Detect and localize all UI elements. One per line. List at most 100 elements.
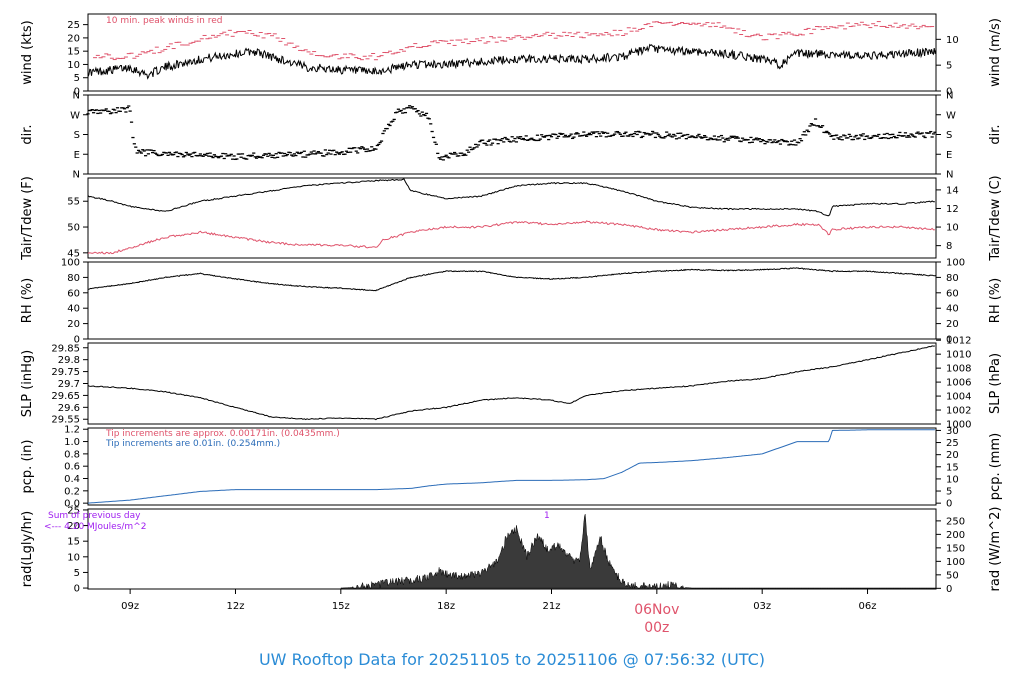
ytick-label: 25 xyxy=(67,20,80,31)
ytick-label: 0.4 xyxy=(64,474,80,485)
right-ytick-label: 40 xyxy=(946,304,959,315)
ytick-label: 10 xyxy=(67,60,80,71)
ylabel-right-wind: wind (m/s) xyxy=(988,18,1003,87)
right-ytick-label: 5 xyxy=(946,61,952,72)
right-ytick-label: 50 xyxy=(946,570,959,581)
ytick-label: 45 xyxy=(67,248,80,259)
right-ytick-label: 60 xyxy=(946,288,959,299)
right-ytick-label: W xyxy=(946,110,956,121)
ytick-label: 29.6 xyxy=(58,403,80,414)
ytick-label: 10 xyxy=(67,552,80,563)
right-ytick-label: 1000 xyxy=(946,420,971,431)
ytick-label: N xyxy=(73,91,80,102)
right-ytick-label: 1004 xyxy=(946,392,971,403)
right-ytick-label: 10 xyxy=(946,474,959,485)
series-relative-humidity xyxy=(88,267,937,292)
panel-frame xyxy=(87,508,937,590)
ylabel-rad: rad(Lgly/hr) xyxy=(20,511,35,587)
rad-marker: 1 xyxy=(544,511,550,521)
ylabel-right-pcp: pcp. (mm) xyxy=(988,433,1003,500)
ytick-label: 15 xyxy=(67,47,80,58)
ytick-label: 0.2 xyxy=(64,486,80,497)
ytick-label: 80 xyxy=(67,273,80,284)
right-ytick-label: 1012 xyxy=(946,336,971,347)
ytick-label: E xyxy=(74,150,80,161)
right-ytick-label: 20 xyxy=(946,319,959,330)
panel-wind: 0 5 10 15 20 25 0 5 10 wind (kts) wind (m/s) xyxy=(20,13,1003,98)
panel-rh: 0 20 40 60 80 100 0 20 40 60 80 100 RH (%) RH (%) xyxy=(20,258,1003,346)
ytick-label: 0 xyxy=(74,335,80,346)
date-marker-date: 06Nov xyxy=(634,602,679,618)
chart-title: UW Rooftop Data for 20251105 to 20251106… xyxy=(259,650,765,669)
right-ytick-label: 1008 xyxy=(946,364,971,375)
right-ytick-label: 14 xyxy=(946,185,959,196)
ytick-label: 29.7 xyxy=(58,379,80,390)
right-ytick-label: 15 xyxy=(946,462,959,473)
time-axis: 09z 12z 15z 18z 21z 03z 06z xyxy=(121,589,877,612)
series-tdew xyxy=(87,220,935,255)
right-ytick-label: E xyxy=(946,150,952,161)
ytick-label: 29.75 xyxy=(51,367,80,378)
panel-frame xyxy=(87,261,937,340)
ylabel-slp: SLP (inHg) xyxy=(20,350,35,418)
xtick-label: 03z xyxy=(753,601,771,612)
xtick-label: 06z xyxy=(859,601,877,612)
right-ytick-label: S xyxy=(946,130,952,141)
ytick-label: 0.6 xyxy=(64,462,80,473)
right-ytick-label: 20 xyxy=(946,450,959,461)
right-ytick-label: 5 xyxy=(946,487,952,498)
ylabel-right-rad: rad (W/m^2) xyxy=(988,507,1003,592)
right-ytick-label: 0 xyxy=(946,87,952,98)
wind-peak-note: 10 min. peak winds in red xyxy=(106,16,223,26)
ytick-label: S xyxy=(74,130,80,141)
ytick-label: 0 xyxy=(74,87,80,98)
ytick-label: 0.0 xyxy=(64,499,80,510)
series-wind-speed-kts- xyxy=(87,43,937,80)
ytick-label: 60 xyxy=(67,288,80,299)
ytick-label: 5 xyxy=(74,568,80,579)
ylabel-dir: dir. xyxy=(20,124,35,144)
panel-frame xyxy=(87,13,937,92)
date-marker-hour: 00z xyxy=(644,620,669,636)
ytick-label: 50 xyxy=(67,223,80,234)
date-marker: 06Nov 00z xyxy=(634,602,679,636)
ytick-label: 100 xyxy=(61,258,80,269)
series-solar-radiation xyxy=(340,514,936,589)
panel-temperature: 45 50 55 8 10 12 14 Tair/Tdew (F) Tair/Tdew (C) xyxy=(20,175,1003,261)
ytick-label: 0.8 xyxy=(64,449,80,460)
ylabel-right-temperature: Tair/Tdew (C) xyxy=(988,175,1003,261)
ytick-label: N xyxy=(73,170,80,181)
xtick-label: 12z xyxy=(226,601,244,612)
ytick-label: 25 xyxy=(67,505,80,516)
ytick-label: 15 xyxy=(67,537,80,548)
xtick-label: 21z xyxy=(543,601,561,612)
right-ytick-label: N xyxy=(946,170,953,181)
ytick-label: 55 xyxy=(67,197,80,208)
right-ytick-label: 200 xyxy=(946,530,965,541)
right-ytick-label: 100 xyxy=(946,557,965,568)
ytick-label: 1.2 xyxy=(64,425,80,436)
ytick-label: 29.85 xyxy=(51,343,80,354)
right-ytick-label: 30 xyxy=(946,426,959,437)
xtick-label: 09z xyxy=(121,601,139,612)
ytick-label: 29.65 xyxy=(51,391,80,402)
right-ytick-label: 25 xyxy=(946,438,959,449)
ytick-label: 40 xyxy=(67,304,80,315)
ytick-label: 29.8 xyxy=(58,355,80,366)
right-ytick-label: 80 xyxy=(946,273,959,284)
ytick-label: 0 xyxy=(74,584,80,595)
ylabel-right-rh: RH (%) xyxy=(988,278,1003,323)
right-ytick-label: N xyxy=(946,91,953,102)
right-ytick-label: 1010 xyxy=(946,350,971,361)
ytick-label: W xyxy=(70,110,80,121)
xtick-label: 15z xyxy=(332,601,350,612)
series-sea-level-pressure xyxy=(87,345,935,421)
panel-frame xyxy=(87,177,937,259)
ylabel-rh: RH (%) xyxy=(20,278,35,323)
